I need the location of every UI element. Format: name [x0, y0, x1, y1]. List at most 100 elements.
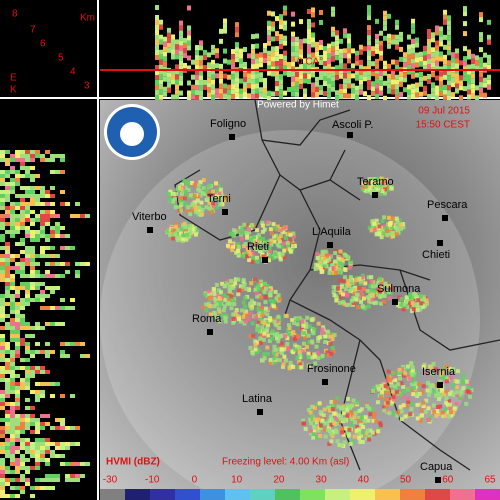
- echo-cell: [35, 198, 40, 202]
- echo-cell: [341, 404, 346, 409]
- echo-cell: [312, 327, 317, 332]
- colorbar-cell: [425, 489, 450, 500]
- echo-cell: [181, 233, 186, 238]
- echo-cell: [70, 214, 75, 218]
- echo-cell: [316, 336, 321, 341]
- echo-cell: [291, 76, 295, 82]
- echo-cell: [35, 442, 40, 446]
- echo-cell: [455, 88, 459, 94]
- echo-cell: [10, 450, 15, 454]
- echo-cell: [45, 274, 50, 278]
- echo-cell: [390, 216, 395, 221]
- echo-cell: [215, 294, 220, 299]
- echo-cell: [467, 54, 471, 60]
- echo-cell: [357, 286, 362, 291]
- echo-cell: [35, 446, 40, 450]
- echo-cell: [265, 351, 270, 356]
- echo-cell: [487, 39, 491, 45]
- echo-cell: [222, 283, 227, 288]
- echo-cell: [179, 186, 184, 191]
- echo-cell: [348, 278, 353, 283]
- echo-cell: [263, 48, 267, 54]
- echo-cell: [267, 65, 271, 71]
- echo-cell: [0, 430, 5, 434]
- echo-cell: [25, 482, 30, 486]
- echo-cell: [399, 71, 403, 77]
- echo-cell: [337, 266, 342, 271]
- echo-cell: [402, 302, 407, 307]
- city-marker: [322, 379, 328, 385]
- echo-cell: [291, 51, 295, 57]
- echo-cell: [155, 75, 159, 81]
- echo-cell: [405, 364, 410, 369]
- echo-cell: [215, 48, 219, 54]
- echo-cell: [427, 34, 431, 40]
- echo-cell: [336, 256, 341, 261]
- echo-cell: [186, 187, 191, 192]
- echo-cell: [15, 202, 20, 206]
- echo-cell: [463, 31, 467, 37]
- echo-cell: [354, 292, 359, 297]
- echo-cell: [10, 158, 15, 162]
- echo-cell: [427, 29, 431, 35]
- side-label: K: [10, 85, 17, 96]
- echo-cell: [399, 417, 404, 422]
- echo-cell: [30, 186, 35, 190]
- echo-cell: [25, 458, 30, 462]
- echo-cell: [303, 426, 308, 431]
- echo-cell: [356, 427, 361, 432]
- echo-cell: [399, 409, 404, 414]
- echo-cell: [178, 204, 183, 209]
- echo-cell: [411, 306, 416, 311]
- echo-cell: [243, 72, 247, 78]
- echo-cell: [459, 85, 463, 91]
- echo-cell: [443, 54, 447, 60]
- echo-cell: [179, 30, 183, 36]
- echo-cell: [15, 226, 20, 230]
- echo-cell: [10, 406, 15, 410]
- echo-cell: [367, 85, 371, 91]
- side-label: E: [10, 73, 17, 84]
- echo-cell: [10, 386, 15, 390]
- echo-cell: [447, 50, 451, 56]
- echo-cell: [323, 91, 327, 97]
- echo-cell: [204, 307, 209, 312]
- echo-cell: [346, 433, 351, 438]
- echo-cell: [309, 421, 314, 426]
- echo-cell: [411, 28, 415, 34]
- echo-cell: [243, 77, 247, 83]
- echo-cell: [10, 362, 15, 366]
- echo-cell: [380, 181, 385, 186]
- echo-cell: [399, 76, 403, 82]
- echo-cell: [428, 415, 433, 420]
- echo-cell: [199, 65, 203, 71]
- echo-cell: [363, 46, 367, 52]
- echo-cell: [280, 244, 285, 249]
- echo-cell: [25, 350, 30, 354]
- echo-cell: [311, 82, 315, 88]
- echo-cell: [384, 225, 389, 230]
- echo-cell: [334, 298, 339, 303]
- echo-cell: [335, 95, 339, 101]
- echo-cell: [380, 219, 385, 224]
- echo-cell: [418, 307, 423, 312]
- echo-cell: [15, 430, 20, 434]
- echo-cell: [60, 394, 65, 398]
- echo-cell: [199, 60, 203, 66]
- echo-cell: [25, 258, 30, 262]
- echo-cell: [25, 334, 30, 338]
- echo-cell: [487, 54, 491, 60]
- echo-cell: [346, 278, 351, 283]
- echo-cell: [397, 218, 402, 223]
- echo-cell: [391, 74, 395, 80]
- echo-cell: [273, 251, 278, 256]
- echo-cell: [447, 392, 452, 397]
- echo-cell: [323, 66, 327, 72]
- echo-cell: [395, 79, 399, 85]
- echo-cell: [415, 393, 420, 398]
- echo-cell: [403, 62, 407, 68]
- echo-cell: [75, 214, 80, 218]
- echo-cell: [314, 344, 319, 349]
- echo-cell: [408, 300, 413, 305]
- echo-cell: [313, 354, 318, 359]
